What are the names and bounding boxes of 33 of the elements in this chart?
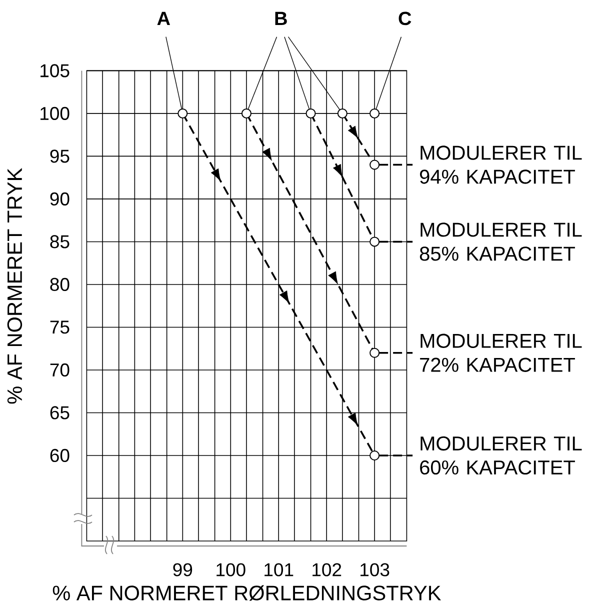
x-tick-label: 101 (264, 563, 294, 576)
y-tick-label: 100 (40, 106, 70, 120)
x-tick-label: 103 (360, 563, 390, 576)
annotation: MODULERER TIL 94% KAPACITET (420, 146, 582, 184)
point (370, 450, 380, 460)
y-axis-title: % AF NORMERET TRYK (7, 168, 22, 404)
x-tick-label: 100 (216, 563, 246, 576)
y-tick-label: 60 (50, 448, 70, 462)
point (178, 108, 188, 118)
y-tick-label: 105 (40, 64, 70, 78)
annotation: MODULERER TIL 60% KAPACITET (420, 436, 582, 475)
point (337, 108, 348, 118)
y-tick-label: 75 (50, 320, 70, 334)
y-tick-label: 65 (50, 406, 70, 420)
point (370, 236, 380, 247)
x-tick-label: 99 (173, 563, 192, 576)
point (306, 108, 316, 118)
point (370, 160, 380, 170)
x-tick-label: 102 (312, 563, 342, 576)
point (241, 108, 252, 118)
annotation: B (275, 12, 287, 25)
annotation: C (398, 12, 412, 26)
y-tick-label: 95 (50, 150, 70, 163)
y-tick-label: 80 (50, 278, 70, 292)
point (370, 108, 380, 118)
x-axis-title: % AF NORMERET RØRLEDNINGSTRYK (52, 585, 442, 601)
y-tick-label: 90 (50, 192, 70, 206)
annotation: MODULERER TIL 85% KAPACITET (420, 222, 582, 261)
point (370, 348, 380, 358)
annotation: A (157, 12, 170, 25)
y-tick-label: 85 (50, 235, 70, 248)
annotation: MODULERER TIL 72% KAPACITET (420, 334, 582, 372)
y-tick-label: 70 (50, 363, 70, 377)
